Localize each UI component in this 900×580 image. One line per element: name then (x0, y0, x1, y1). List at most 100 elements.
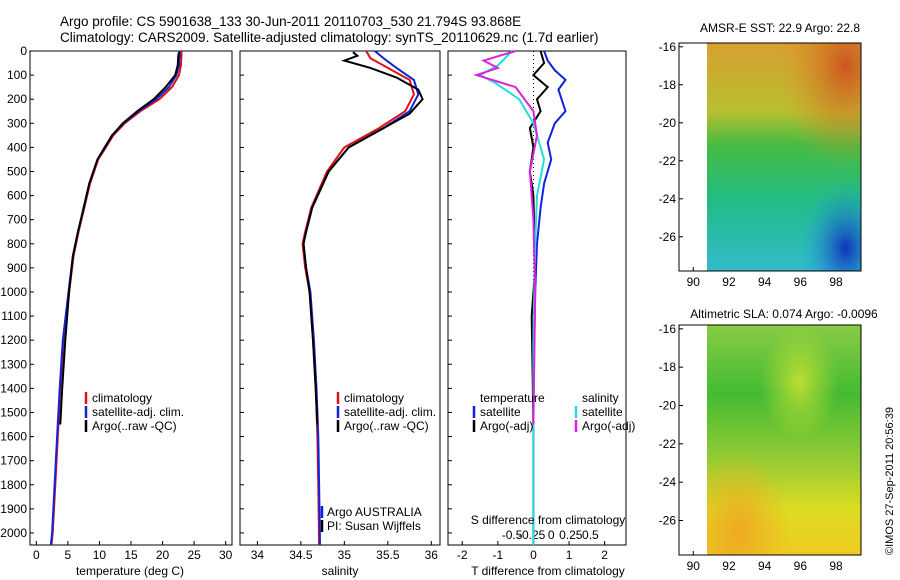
series-line-argo-raw-qc- (59, 52, 180, 425)
x-tick-label-salinity: 0.25 (559, 528, 583, 542)
legend-climatology: climatology (344, 391, 404, 405)
difference-top-x-axis-label: S difference from climatology (471, 513, 626, 527)
x-tick-label: 0 (530, 548, 537, 562)
map-y-tick-label: -18 (659, 78, 677, 92)
series-line-salinity-argo-adj- (473, 50, 539, 425)
y-tick-label: 1900 (0, 502, 27, 516)
difference-legend: temperature satellite Argo(-adj) salinit… (472, 391, 635, 433)
x-tick-label: -1 (493, 548, 504, 562)
y-tick-label: 1800 (0, 478, 27, 492)
x-tick-label: 10 (93, 548, 107, 562)
sla-map-title: Altimetric SLA: 0.074 Argo: -0.0096 (690, 307, 878, 321)
legend-climatology: climatology (92, 391, 152, 405)
x-tick-label: 34.5 (289, 548, 313, 562)
legend-salt-argo: Argo(-adj) (582, 419, 635, 433)
y-tick-label: 0 (20, 44, 27, 58)
legend-salt-satellite: satellite (582, 405, 623, 419)
y-tick-label: 200 (7, 92, 27, 106)
y-tick-label: 900 (7, 261, 27, 275)
x-tick-label: 5 (65, 548, 72, 562)
header-line-1: Argo profile: CS 5901638_133 30-Jun-2011… (60, 14, 521, 29)
map-y-tick-label: -16 (659, 322, 677, 336)
map-y-tick-label: -22 (659, 437, 677, 451)
y-tick-label: 2000 (0, 526, 27, 540)
x-tick-label: 35 (338, 548, 352, 562)
map-x-tick-label: 92 (722, 559, 736, 573)
map-x-tick-label: 96 (794, 559, 808, 573)
legend-argo: Argo(..raw -QC) (92, 419, 177, 433)
y-tick-label: 100 (7, 68, 27, 82)
x-tick-label: 30 (219, 548, 233, 562)
x-tick-label-salinity: -0.25 (518, 528, 546, 542)
x-tick-label: 2 (601, 548, 608, 562)
map-x-tick-label: 94 (758, 559, 772, 573)
timestamp-vertical: ©IMOS 27-Sep-2011 20:56:39 (884, 407, 896, 555)
x-tick-label: 34 (251, 548, 265, 562)
x-tick-label: 1 (566, 548, 573, 562)
pi-annotation: PI: Susan Wijffels (327, 519, 421, 533)
salinity-legend: climatology satellite-adj. clim. Argo(..… (320, 391, 436, 533)
x-tick-label: -2 (457, 548, 468, 562)
map-x-tick-label: 94 (758, 275, 772, 289)
y-tick-label: 300 (7, 116, 27, 130)
x-tick-label: 36 (425, 548, 439, 562)
difference-x-axis-label: T difference from climatology (471, 564, 625, 578)
map-y-tick-label: -26 (659, 514, 677, 528)
map-y-tick-label: -18 (659, 360, 677, 374)
map-x-tick-label: 90 (687, 275, 701, 289)
map-y-tick-label: -22 (659, 154, 677, 168)
y-tick-label: 800 (7, 237, 27, 251)
salinity-panel (239, 50, 441, 546)
sst-map-title: AMSR-E SST: 22.9 Argo: 22.8 (700, 21, 860, 35)
sla-map (678, 324, 862, 556)
legend-satellite: satellite-adj. clim. (344, 405, 436, 419)
map-x-tick-label: 90 (687, 559, 701, 573)
y-tick-label: 1300 (0, 357, 27, 371)
sst-map (678, 42, 862, 272)
series-line-argo-raw-qc- (302, 51, 424, 425)
x-tick-label-salinity: 0 (548, 528, 555, 542)
map-x-tick-label: 98 (829, 559, 843, 573)
difference-panel (447, 50, 627, 546)
y-tick-label: 1200 (0, 333, 27, 347)
map-y-tick-label: -20 (659, 399, 677, 413)
x-tick-label: 20 (156, 548, 170, 562)
y-tick-label: 600 (7, 189, 27, 203)
map-y-tick-label: -26 (659, 230, 677, 244)
x-tick-label: 15 (124, 548, 138, 562)
map-y-tick-label: -16 (659, 40, 677, 54)
salinity-x-axis-label: salinity (322, 564, 359, 578)
map-y-tick-label: -24 (659, 192, 677, 206)
x-tick-label: 0 (33, 548, 40, 562)
legend-temp-argo: Argo(-adj) (480, 419, 533, 433)
x-tick-label: 35.5 (376, 548, 400, 562)
map-y-tick-label: -24 (659, 475, 677, 489)
x-tick-label: 25 (187, 548, 201, 562)
x-tick-label-salinity: -0.5 (502, 528, 523, 542)
map-x-tick-label: 98 (829, 275, 843, 289)
temperature-legend: climatology satellite-adj. clim. Argo(..… (84, 391, 184, 433)
map-x-tick-label: 96 (794, 275, 808, 289)
x-tick-label-salinity: 0.5 (582, 528, 599, 542)
legend-argo: Argo(..raw -QC) (344, 419, 429, 433)
y-tick-label: 700 (7, 213, 27, 227)
legend-satellite: satellite-adj. clim. (92, 405, 184, 419)
y-tick-label: 1700 (0, 454, 27, 468)
map-x-tick-label: 92 (722, 275, 736, 289)
argo-country-annotation: Argo AUSTRALIA (327, 505, 422, 519)
y-tick-label: 1000 (0, 285, 27, 299)
y-tick-label: 500 (7, 164, 27, 178)
legend-salinity-heading: salinity (582, 391, 619, 405)
y-tick-label: 1500 (0, 405, 27, 419)
temperature-panel (29, 50, 233, 546)
temperature-x-axis-label: temperature (deg C) (76, 564, 184, 578)
y-tick-label: 1100 (1, 309, 27, 323)
y-tick-label: 400 (7, 140, 27, 154)
header-line-2: Climatology: CARS2009. Satellite-adjuste… (60, 30, 599, 45)
legend-temperature-heading: temperature (480, 391, 545, 405)
y-tick-label: 1600 (0, 430, 27, 444)
y-tick-label: 1400 (0, 381, 27, 395)
map-y-tick-label: -20 (659, 116, 677, 130)
legend-temp-satellite: satellite (480, 405, 521, 419)
